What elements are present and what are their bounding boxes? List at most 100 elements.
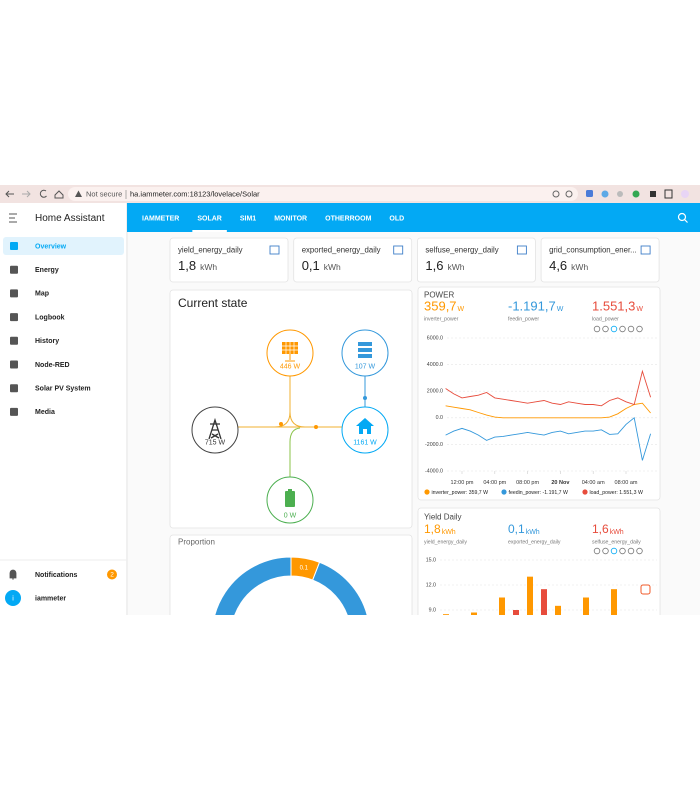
y-tick-label: 15.0 — [426, 557, 436, 563]
extension-icon[interactable] — [617, 191, 623, 197]
menu-item[interactable]: History — [35, 338, 59, 345]
series-line — [445, 369, 652, 407]
url: ha.iammeter.com:18123/lovelace/Solar — [130, 189, 260, 198]
sidepanel-icon[interactable] — [664, 189, 673, 199]
entity-value: 1,6 — [425, 258, 443, 273]
legend-marker[interactable] — [424, 489, 430, 495]
card-title: Current state — [178, 296, 248, 310]
menu-icon — [10, 242, 18, 250]
menu-icon — [10, 265, 18, 274]
chart-badge — [640, 584, 651, 595]
tab[interactable]: MONITOR — [274, 215, 307, 222]
legend-label[interactable]: load_power: 1.551,3 W — [590, 490, 643, 496]
search-button[interactable] — [677, 212, 687, 222]
chart-tool[interactable] — [627, 547, 635, 555]
entity-card[interactable] — [169, 237, 289, 283]
menu-item[interactable]: Node-RED — [35, 362, 70, 369]
chart-tool[interactable] — [610, 547, 618, 555]
tab[interactable]: IAMMETER — [142, 215, 179, 222]
menu-item[interactable]: Energy — [35, 267, 59, 274]
search-button-handle — [684, 219, 688, 223]
menu-button[interactable] — [9, 213, 17, 223]
legend-marker[interactable] — [501, 489, 507, 495]
bar — [583, 597, 589, 615]
bookmark-icon[interactable] — [565, 190, 573, 198]
extension-icon[interactable] — [601, 190, 609, 198]
address-bar[interactable] — [68, 187, 578, 201]
menu-item[interactable]: Map — [35, 291, 49, 298]
pie-slice[interactable] — [212, 556, 370, 715]
entity-card[interactable] — [293, 237, 413, 283]
notification-badge — [107, 569, 117, 580]
server-node[interactable] — [341, 329, 389, 377]
chart-tool[interactable] — [627, 325, 635, 333]
chart-tool[interactable] — [636, 547, 643, 555]
node-label: 446 W — [280, 363, 301, 370]
y-tick-label: 12.0 — [426, 582, 436, 588]
stat-name: feedin_power — [508, 316, 539, 322]
share-icon[interactable] — [552, 190, 560, 198]
entity-unit: kWh — [571, 262, 588, 272]
y-tick-label: -2000.0 — [425, 442, 443, 448]
stat-name: load_power — [592, 316, 619, 322]
entity-icon — [393, 245, 404, 255]
home-node[interactable] — [341, 406, 389, 454]
notification-count: 2 — [110, 572, 114, 579]
extension-icon[interactable] — [586, 190, 593, 197]
profile-icon[interactable] — [681, 190, 689, 198]
tab[interactable]: OTHERROOM — [325, 215, 371, 222]
menu-item[interactable]: Overview — [35, 243, 67, 250]
entity-card[interactable] — [540, 237, 660, 283]
entity-cards: yield_energy_daily 1,8 kWh exported_energy_… — [169, 237, 660, 283]
y-tick-label: 4000.0 — [427, 362, 443, 368]
entity-name: selfuse_energy_daily — [425, 246, 498, 255]
solar-icon-grid — [282, 342, 298, 354]
battery-icon-cap — [288, 489, 292, 491]
x-tick-label: 04:00 pm — [483, 480, 506, 486]
chart-tool[interactable] — [593, 547, 601, 555]
entity-icon — [269, 245, 280, 255]
chart-tool[interactable] — [602, 547, 609, 555]
menu-item[interactable]: Media — [35, 409, 55, 416]
notifications[interactable]: Notifications — [35, 572, 77, 579]
bar — [499, 597, 505, 615]
chart-tool[interactable] — [593, 325, 601, 333]
chart-tool[interactable] — [636, 325, 643, 333]
user-avatar[interactable] — [5, 590, 21, 606]
chart-tool[interactable] — [619, 547, 626, 555]
entity-card[interactable] — [416, 237, 536, 283]
sidebar-menu: Overview Energy Map Logbook History Node-RED S… — [3, 237, 124, 416]
back-button[interactable] — [5, 190, 14, 198]
proportion-card — [169, 534, 413, 615]
battery-icon — [285, 491, 295, 507]
stat-unit: kWh — [442, 529, 456, 536]
forward-button[interactable] — [22, 190, 31, 198]
entity-name: exported_energy_daily — [302, 246, 381, 255]
extensions-icon[interactable] — [650, 191, 656, 197]
chart-tool[interactable] — [610, 325, 618, 333]
reload-button[interactable] — [39, 189, 47, 198]
menu-item[interactable]: Solar PV System — [35, 386, 91, 393]
tabs: IAMMETER SOLAR SIM1 MONITOR OTHERROOM OLD — [142, 215, 404, 232]
flow-dot — [314, 425, 318, 429]
legend-marker[interactable] — [582, 489, 588, 495]
legend-label[interactable]: feedin_power: -1.191,7 W — [509, 490, 569, 496]
chart-tool[interactable] — [619, 325, 626, 333]
series-line — [445, 416, 652, 461]
tab[interactable]: OLD — [389, 215, 404, 222]
tab[interactable]: SOLAR — [197, 215, 222, 222]
legend-label[interactable]: inverter_power: 359,7 W — [432, 490, 489, 496]
home-button[interactable] — [54, 190, 64, 199]
tab[interactable]: SIM1 — [240, 215, 256, 222]
entity-value: 4,6 — [549, 258, 567, 273]
sidebar — [0, 203, 127, 615]
user-name[interactable]: iammeter — [35, 595, 66, 602]
y-tick-label: -4000.0 — [425, 468, 443, 474]
warning-icon — [75, 190, 82, 197]
node-label: 107 W — [355, 363, 376, 370]
extension-icon[interactable] — [632, 190, 640, 198]
menu-item[interactable]: Logbook — [35, 314, 65, 321]
chart-tool[interactable] — [602, 325, 609, 333]
y-tick-label: 9.0 — [429, 607, 436, 613]
stat-unit: W — [636, 306, 643, 313]
